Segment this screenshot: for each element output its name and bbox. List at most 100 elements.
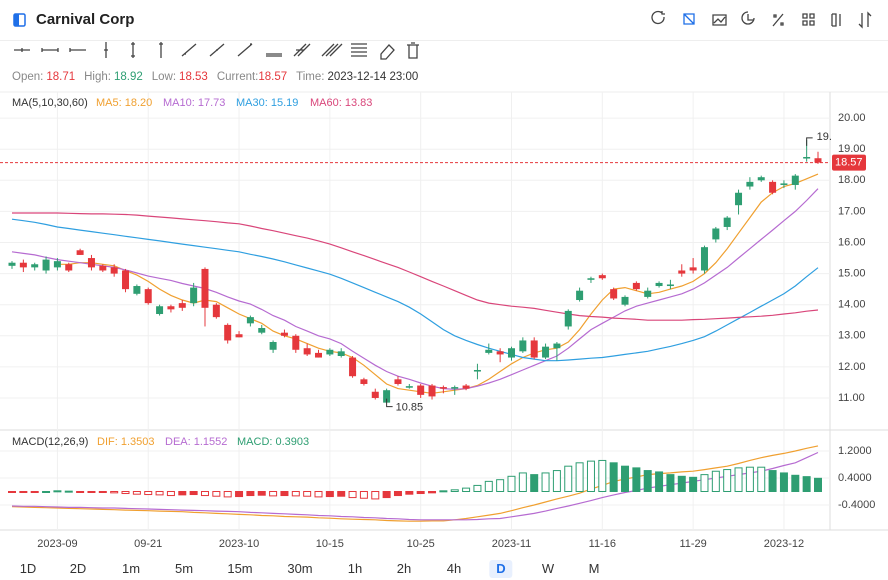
legend-item: MA5: 18.20 (96, 97, 152, 109)
macd-bar (314, 490, 323, 498)
macd-bar (42, 490, 51, 493)
macd-bar (473, 484, 482, 492)
macd-bar (212, 490, 221, 497)
x-tick-label: 11-29 (679, 538, 706, 550)
candle-body (700, 247, 708, 271)
macd-bar (530, 474, 539, 492)
candle-body (8, 262, 16, 266)
candle-body (496, 351, 504, 355)
candle-body (303, 348, 311, 355)
candle-body (803, 156, 811, 159)
price-tag (832, 154, 866, 171)
legend-item: DEA: 1.1552 (165, 436, 227, 448)
info-label: Open: (12, 71, 44, 83)
candle-body (417, 385, 425, 395)
macd-bar (666, 474, 675, 492)
x-tick-label: 09-21 (134, 538, 162, 550)
period-tab[interactable]: 2D (69, 561, 87, 576)
candle-body (632, 282, 640, 290)
candle-body (644, 290, 652, 297)
period-tabs: 1D 2D 1m 5m 15m 30m 1h 2h 4h D W M (0, 558, 888, 580)
candle-body (757, 177, 765, 181)
legend-title: MACD(12,26,9) (12, 436, 88, 448)
period-tab[interactable]: D (489, 560, 513, 578)
macd-bar (677, 475, 686, 492)
candle-body (507, 348, 515, 358)
macd-bar (496, 479, 505, 492)
candle-body (156, 306, 164, 315)
ma-line (11, 188, 819, 390)
macd-bar (382, 490, 391, 499)
period-tab[interactable]: W (541, 561, 555, 576)
macd-bar (337, 490, 346, 497)
candle-body (76, 250, 84, 255)
candle-body (769, 181, 777, 193)
y-tick-label: 12.00 (838, 361, 866, 373)
macd-bar (575, 462, 584, 492)
legend-item: MA30: 15.19 (236, 97, 298, 109)
candle-body (258, 328, 266, 333)
period-tab[interactable]: 1m (121, 561, 141, 576)
candle-body (712, 228, 720, 240)
macd-bar (19, 490, 28, 494)
period-tab[interactable]: M (588, 561, 600, 576)
x-tick-label: 2023-12 (764, 538, 804, 550)
info-value: 18.71 (46, 71, 76, 83)
info-value: 2023-12-14 23:00 (327, 71, 419, 83)
drawing-tools[interactable] (0, 36, 888, 102)
candle-body (144, 289, 152, 304)
macd-bar (269, 490, 278, 497)
toolbar-icons[interactable] (651, 10, 872, 29)
y-tick-label: 15.00 (838, 267, 866, 279)
candle-body (735, 192, 743, 206)
macd-bar (450, 489, 459, 492)
candle-body (791, 175, 799, 185)
x-tick-label: 10-25 (407, 538, 435, 550)
macd-bar (98, 490, 107, 494)
macd-bar (121, 490, 130, 495)
legend-item: MA10: 17.73 (163, 97, 225, 109)
info-label: Low: (151, 71, 177, 83)
macd-bar (802, 476, 811, 492)
candle-body (439, 387, 447, 389)
candle-body (780, 183, 788, 185)
candle-body (326, 349, 334, 355)
candle-body (598, 275, 606, 279)
candle-body (292, 335, 300, 350)
macd-bar (291, 490, 300, 497)
y-tick-label: 19.00 (838, 143, 866, 155)
y-tick-label: 17.00 (838, 205, 866, 217)
macd-line (11, 445, 819, 522)
macd-bar (586, 460, 595, 492)
period-tab[interactable]: 5m (174, 561, 194, 576)
macd-bar (257, 490, 266, 496)
info-value: 18.57 (258, 71, 288, 83)
candle-body (178, 303, 186, 308)
header: Carnival Corp (0, 0, 888, 41)
period-tab[interactable]: 1D (19, 561, 37, 576)
candle-body (746, 181, 754, 187)
x-tick-label: 2023-09 (37, 538, 77, 550)
candle-body (349, 357, 357, 377)
period-tab[interactable]: 15m (227, 561, 253, 576)
period-tab[interactable]: 4h (446, 561, 462, 576)
macd-bar (144, 490, 153, 496)
legend-item: MA60: 13.83 (310, 97, 372, 109)
period-tab[interactable]: 30m (287, 561, 313, 576)
y-tick-label: 20.00 (838, 112, 866, 124)
macd-bar (643, 470, 652, 492)
y-tick-label: 0.4000 (838, 472, 872, 484)
y-tick-label: 18.00 (838, 174, 866, 186)
candle-body (190, 287, 198, 304)
candle-body (405, 386, 413, 388)
macd-bar (200, 490, 209, 497)
price-tag-label: 18.57 (835, 156, 863, 168)
macd-bar (621, 465, 630, 492)
macd-bar (711, 470, 720, 492)
period-tab[interactable]: 2h (396, 561, 412, 576)
candle-body (235, 334, 243, 338)
period-tab[interactable]: 1h (347, 561, 363, 576)
y-tick-label: 1.2000 (838, 445, 872, 457)
candle-body (87, 258, 95, 268)
macd-bar (325, 490, 334, 498)
